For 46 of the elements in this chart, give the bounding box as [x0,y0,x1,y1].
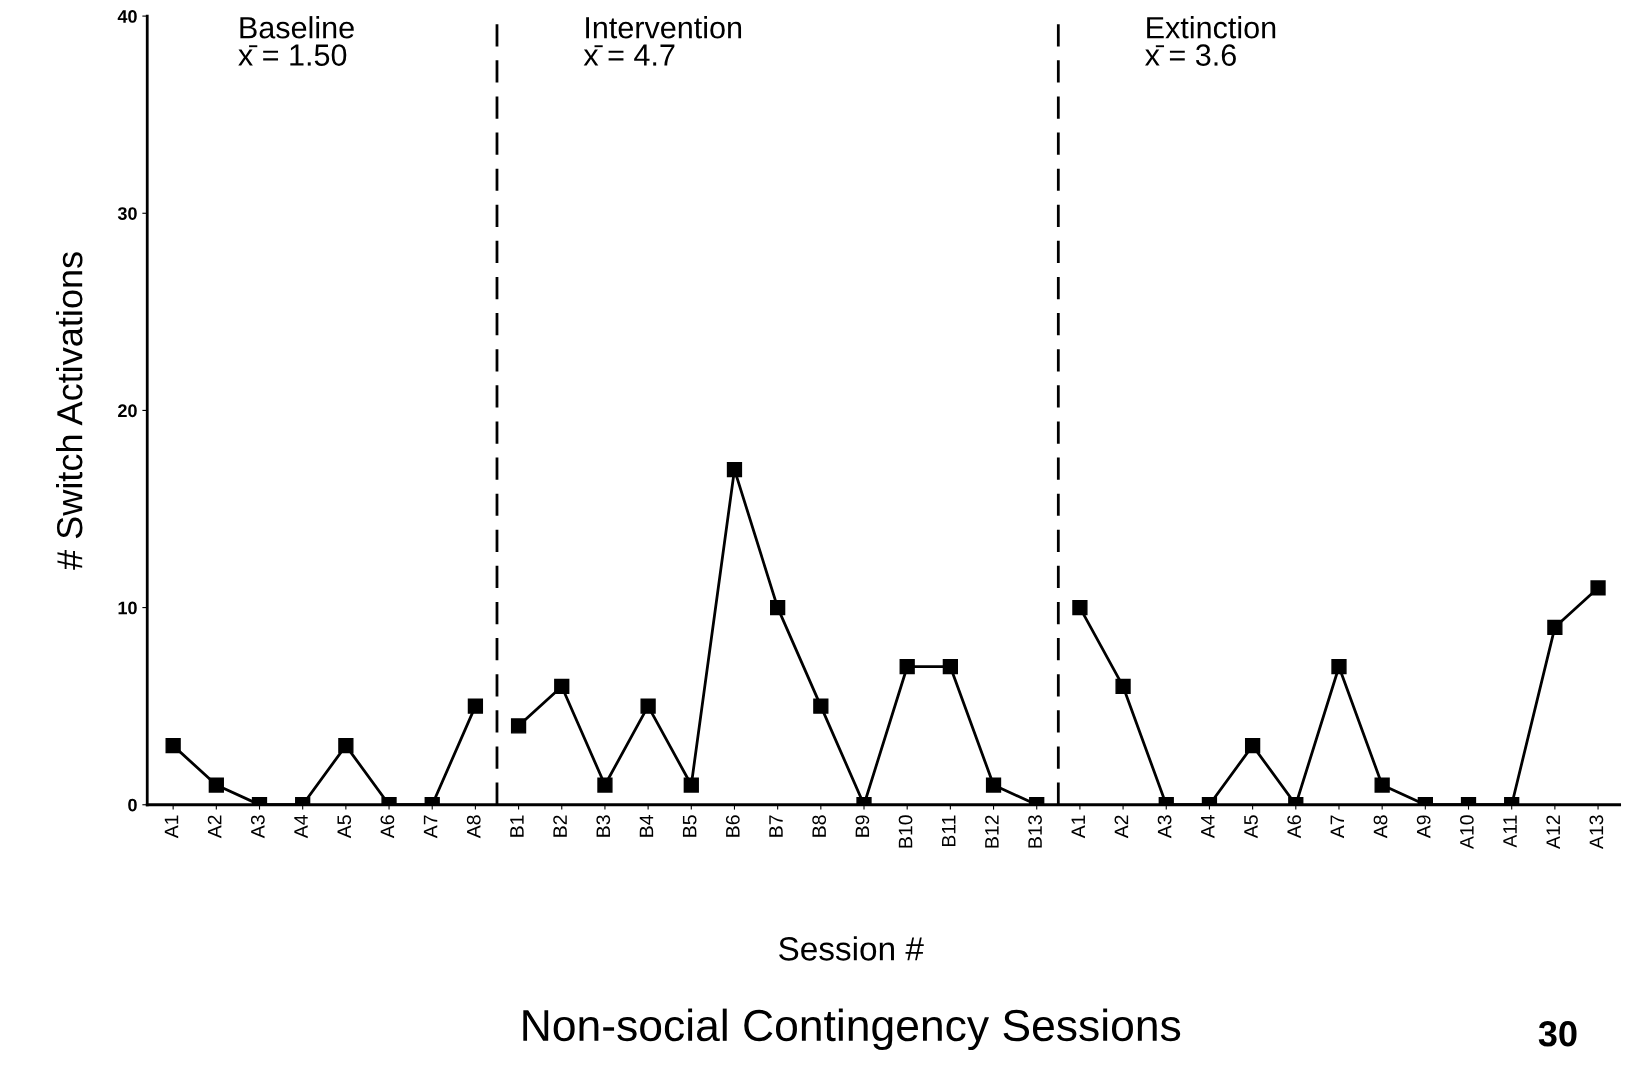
x-tick-label: B10 [898,815,913,848]
annotation: Intervention x̄ = 4.7 [583,16,742,66]
x-tick-label: A4 [294,815,308,839]
x-tick-label: B12 [985,815,999,848]
y-tick-label: 0 [128,798,137,812]
x-tick-label: A6 [1287,815,1302,839]
y-tick-label: 10 [118,601,137,615]
x-tick-label: A11 [1503,815,1517,848]
text: Non-social Contingency Sessions [523,1008,1181,1051]
x-tick-label: B11 [942,815,956,847]
x-tick-label: B1 [510,815,524,837]
x-tick-label: A2 [1114,815,1129,839]
x-tick-label: B13 [1028,815,1042,848]
x-tick-label: B4 [639,815,654,837]
x-tick-label: A4 [1201,815,1215,839]
x-tick-label: A3 [1157,815,1172,839]
x-tick-label: A8 [466,815,481,839]
x-tick-label: B7 [769,815,783,837]
annotation: Baseline x̄ = 1.50 [238,16,354,66]
x-tick-label: A7 [423,815,438,839]
y-tick-label: 20 [118,404,137,418]
x-tick-label: A1 [164,815,179,839]
x-tick-label: A3 [250,815,265,839]
x-tick-label: A2 [207,815,222,839]
x-tick-label: A7 [1330,815,1345,839]
text: 30 [1538,1020,1577,1047]
x-tick-label: A9 [1416,815,1431,839]
x-tick-label: B3 [596,815,611,837]
x-tick-label: A6 [380,815,395,839]
y-tick-label: 30 [117,207,137,220]
x-tick-label: B6 [725,815,740,837]
x-tick-label: A10 [1459,815,1474,850]
x-tick-label: B5 [682,815,697,837]
x-tick-label: B8 [812,815,827,837]
x-tick-label: A12 [1546,815,1560,850]
y-tick-label: 40 [117,10,137,23]
x-tick-label: A5 [1244,815,1258,839]
x-tick-label: A5 [337,815,352,839]
x-tick-label: B9 [855,815,870,837]
x-tick-label: B2 [553,815,567,837]
x-tick-label: A8 [1373,815,1388,839]
x-axis-title: Session # [779,936,924,961]
x-tick-label: A13 [1589,815,1604,850]
y-axis-title: # Switch Activations [56,252,83,570]
x-tick-label: A1 [1071,815,1085,839]
annotation: Extinction x̄ = 3.6 [1145,16,1276,66]
